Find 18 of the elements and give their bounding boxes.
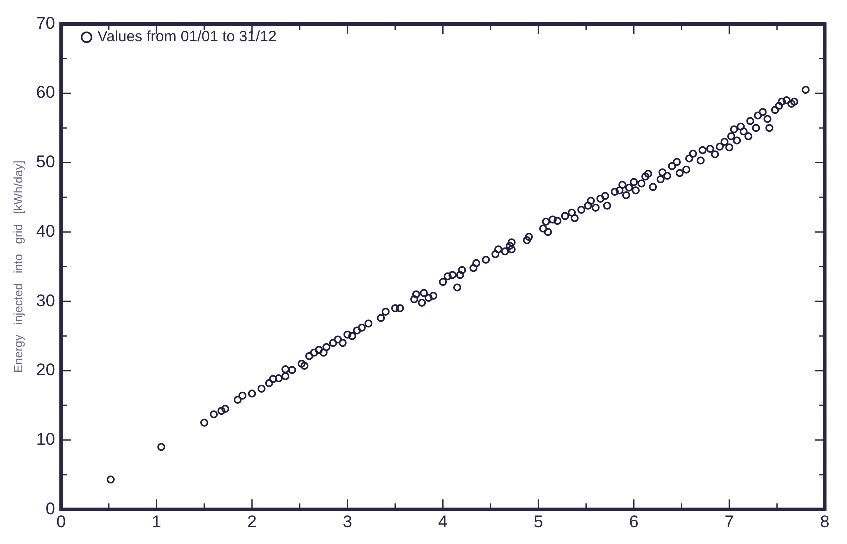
y-tick-label: 40	[36, 222, 56, 241]
y-tick-label: 60	[36, 83, 56, 102]
y-tick-label: 20	[36, 360, 56, 380]
y-axis-title: Energy injected into grid [kWh/day]	[12, 160, 26, 373]
x-tick-label: 4	[438, 512, 448, 532]
x-tick-label: 6	[629, 512, 639, 532]
x-tick-label: 5	[534, 512, 544, 532]
x-tick-label: 3	[342, 512, 352, 532]
y-tick-label: 30	[36, 291, 56, 310]
x-tick-label: 2	[248, 512, 257, 532]
x-tick-label: 7	[724, 512, 734, 532]
y-tick-label: 0	[46, 499, 56, 518]
y-tick-label: 50	[36, 152, 56, 172]
legend-label: Values from 01/01 to 31/12	[98, 28, 277, 46]
x-tick-label: 8	[820, 512, 830, 532]
y-tick-label: 70	[36, 14, 56, 33]
y-tick-label: 10	[36, 430, 56, 449]
x-tick-label: 1	[152, 512, 162, 532]
